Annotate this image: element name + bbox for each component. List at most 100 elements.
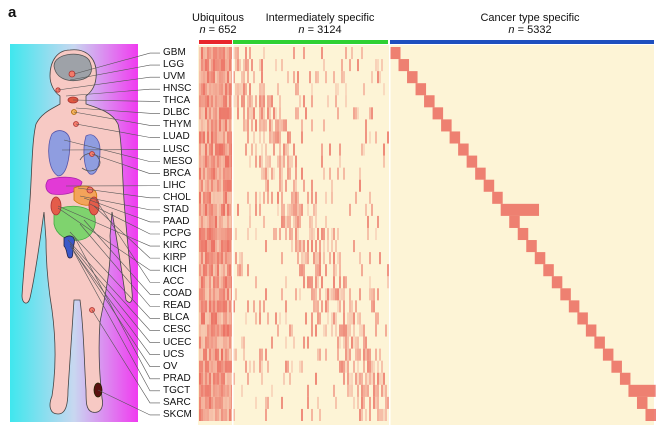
intermediate-cell: [279, 119, 281, 132]
ubiquitous-cell: [223, 47, 225, 60]
ubiquitous-cell: [227, 215, 229, 228]
intermediate-cell: [293, 215, 295, 228]
intermediate-cell: [375, 384, 377, 397]
intermediate-cell: [295, 227, 297, 241]
intermediate-cell: [293, 203, 295, 216]
intermediate-cell: [331, 227, 333, 241]
intermediate-cell: [341, 288, 343, 301]
ubiquitous-cell: [199, 83, 201, 96]
specific-block: [534, 252, 546, 265]
intermediate-cell: [293, 191, 295, 204]
ubiquitous-cell: [203, 83, 205, 96]
intermediate-cell: [337, 107, 339, 120]
intermediate-cell: [277, 131, 279, 144]
intermediate-cell: [371, 300, 373, 313]
ubiquitous-cell: [219, 119, 221, 132]
intermediate-cell: [251, 119, 253, 132]
intermediate-cell: [315, 203, 317, 216]
ubiquitous-cell: [209, 179, 211, 192]
intermediate-cell: [381, 408, 383, 421]
intermediate-cell: [361, 47, 363, 60]
leader-line: [75, 123, 160, 138]
ubiquitous-cell: [207, 131, 209, 144]
ubiquitous-cell: [199, 348, 201, 361]
intermediate-cell: [377, 372, 379, 385]
intermediate-cell: [353, 240, 355, 253]
intermediate-cell: [311, 179, 313, 192]
intermediate-cell: [279, 95, 281, 108]
intermediate-cell: [255, 155, 257, 168]
intermediate-cell: [265, 288, 267, 301]
ubiquitous-cell: [213, 240, 215, 253]
intermediate-cell: [377, 71, 379, 84]
cancer-type-label: PRAD: [163, 372, 191, 384]
ubiquitous-cell: [213, 324, 215, 337]
intermediate-cell: [235, 252, 237, 265]
intermediate-cell: [263, 131, 265, 144]
intermediate-cell: [347, 360, 349, 373]
intermediate-cell: [285, 312, 287, 325]
intermediate-cell: [359, 252, 361, 265]
ubiquitous-cell: [229, 83, 231, 96]
ubiquitous-cell: [211, 95, 213, 108]
intermediate-cell: [319, 348, 321, 361]
ubiquitous-cell: [215, 203, 217, 216]
intermediate-cell: [275, 131, 277, 144]
intermediate-cell: [285, 143, 287, 156]
ubiquitous-cell: [199, 264, 201, 277]
ubiquitous-cell: [221, 119, 223, 132]
intermediate-cell: [247, 131, 249, 144]
ubiquitous-cell: [207, 227, 209, 241]
intermediate-cell: [329, 288, 331, 301]
intermediate-cell: [291, 360, 293, 373]
ubiquitous-cell: [229, 191, 231, 204]
ubiquitous-cell: [209, 276, 211, 289]
intermediate-cell: [281, 155, 283, 168]
ubiquitous-cell: [209, 83, 211, 96]
intermediate-cell: [353, 336, 355, 349]
ubiquitous-cell: [221, 47, 223, 60]
ubiquitous-cell: [207, 107, 209, 120]
intermediate-cell: [303, 179, 305, 192]
intermediate-cell: [373, 360, 375, 373]
ubiquitous-cell: [219, 312, 221, 325]
ubiquitous-cell: [215, 59, 217, 72]
intermediate-cell: [279, 131, 281, 144]
intermediate-cell: [375, 396, 377, 409]
ubiquitous-cell: [199, 324, 201, 337]
ubiquitous-cell: [227, 276, 229, 289]
intermediate-cell: [265, 167, 267, 180]
ubiquitous-cell: [215, 372, 217, 385]
intermediate-cell: [333, 384, 335, 397]
intermediate-cell: [351, 336, 353, 349]
intermediate-cell: [337, 288, 339, 301]
ubiquitous-cell: [205, 167, 207, 180]
intermediate-cell: [367, 215, 369, 228]
intermediate-cell: [259, 348, 261, 361]
ubiquitous-cell: [203, 47, 205, 60]
ubiquitous-cell: [215, 300, 217, 313]
intermediate-cell: [375, 59, 377, 72]
ubiquitous-cell: [221, 215, 223, 228]
intermediate-cell: [375, 131, 377, 144]
intermediate-cell: [319, 408, 321, 421]
intermediate-cell: [383, 155, 385, 168]
intermediate-cell: [357, 107, 359, 120]
ubiquitous-cell: [207, 83, 209, 96]
ubiquitous-cell: [201, 83, 203, 96]
ubiquitous-cell: [203, 264, 205, 277]
intermediate-cell: [265, 408, 267, 421]
ubiquitous-cell: [219, 408, 221, 421]
intermediate-cell: [255, 276, 257, 289]
intermediate-cell: [291, 203, 293, 216]
ubiquitous-cell: [219, 336, 221, 349]
ubiquitous-cell: [209, 71, 211, 84]
ubiquitous-cell: [205, 384, 207, 397]
intermediate-cell: [363, 360, 365, 373]
intermediate-cell: [369, 131, 371, 144]
intermediate-cell: [319, 252, 321, 265]
ubiquitous-cell: [225, 143, 227, 156]
ubiquitous-cell: [215, 360, 217, 373]
intermediate-cell: [327, 288, 329, 301]
specific-block: [424, 95, 435, 108]
